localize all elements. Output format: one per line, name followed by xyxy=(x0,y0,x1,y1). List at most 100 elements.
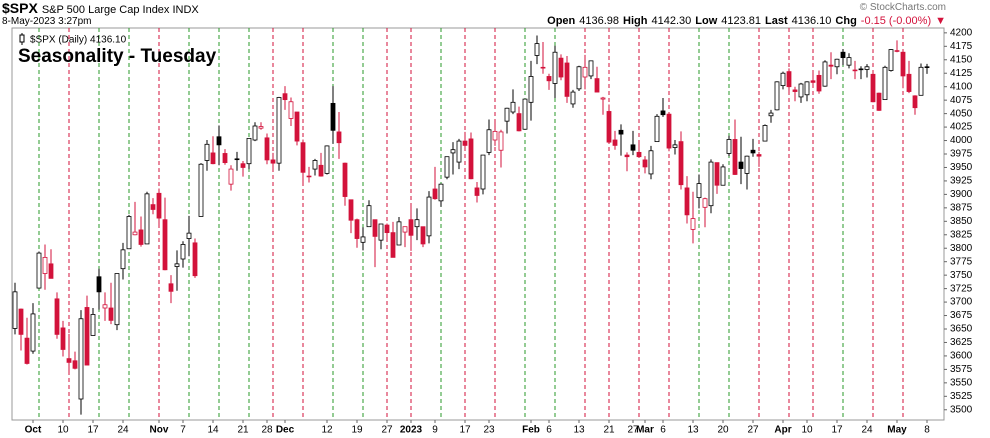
x-tick-label: May xyxy=(887,425,907,436)
candle-body xyxy=(726,139,732,154)
y-tick-label: 3800 xyxy=(950,243,973,254)
y-tick-label: 4200 xyxy=(950,27,973,38)
x-tick-label: 27 xyxy=(381,425,393,436)
candle-body xyxy=(762,125,768,142)
candle-body xyxy=(480,154,486,190)
candle-body xyxy=(906,73,912,92)
y-tick-label: 3825 xyxy=(950,229,973,240)
x-tick-label: 23 xyxy=(483,425,495,436)
candle-body xyxy=(222,153,228,164)
candle-body xyxy=(618,129,624,135)
plot-frame xyxy=(11,27,945,421)
candle-body xyxy=(780,72,786,87)
candle-body xyxy=(642,159,648,168)
candle-body xyxy=(540,66,546,69)
y-tick-label: 3750 xyxy=(950,270,973,281)
x-tick-label: 17 xyxy=(459,425,471,436)
candle-body xyxy=(294,111,300,142)
candle-body xyxy=(810,80,816,83)
x-tick-label: 7 xyxy=(180,425,186,436)
candle-body xyxy=(696,183,702,199)
candle-body xyxy=(204,143,210,161)
candle-body xyxy=(240,163,246,168)
candle-body xyxy=(108,307,114,321)
candle-body xyxy=(594,78,600,93)
candle-body xyxy=(738,161,744,169)
candle-body xyxy=(234,158,240,161)
candle-body xyxy=(648,150,654,175)
candle-body xyxy=(522,98,528,130)
y-tick-label: 3700 xyxy=(950,297,973,308)
y-tick-label: 3650 xyxy=(950,324,973,335)
candle-body xyxy=(498,131,504,151)
candle-body xyxy=(756,154,762,157)
candle-body xyxy=(396,221,402,246)
symbol-name: S&P 500 Large Cap Index INDX xyxy=(41,4,199,16)
candle-body xyxy=(492,130,498,141)
candle-body xyxy=(630,144,636,151)
candle-body xyxy=(354,219,360,239)
candle-body xyxy=(606,111,612,143)
candle-body xyxy=(162,219,168,271)
candle-body xyxy=(420,226,426,245)
y-tick-label: 3875 xyxy=(950,202,973,213)
y-tick-label: 3675 xyxy=(950,310,973,321)
candle-body xyxy=(438,183,444,202)
candle-body xyxy=(558,57,564,78)
quote-label: High xyxy=(623,15,648,27)
candle-body xyxy=(276,97,282,164)
candle-body xyxy=(378,223,384,241)
x-tick-label: 10 xyxy=(57,425,69,436)
candle-body xyxy=(372,219,378,237)
y-tick-label: 3925 xyxy=(950,176,973,187)
candle-body xyxy=(684,187,690,216)
candle-body xyxy=(744,155,750,174)
candle-body xyxy=(360,236,366,243)
x-tick-label: 20 xyxy=(717,425,729,436)
candle-body xyxy=(816,74,822,92)
candle-body xyxy=(228,168,234,185)
legend-icon xyxy=(19,34,25,43)
candle-body xyxy=(168,283,174,292)
candle-body xyxy=(138,229,144,245)
date: 8-May-2023 3:27pm xyxy=(2,16,92,27)
candle-body xyxy=(90,314,96,336)
candle-body xyxy=(798,83,804,98)
candle-body xyxy=(348,199,354,221)
candle-body xyxy=(54,298,60,335)
candle-body xyxy=(252,125,258,141)
candle-body xyxy=(12,291,18,329)
candle-body xyxy=(180,244,186,260)
candle-body xyxy=(270,159,276,164)
candle-body xyxy=(528,76,534,103)
candle-body xyxy=(210,152,216,165)
candle-body xyxy=(822,61,828,87)
candle-body xyxy=(840,51,846,59)
x-tick-label: Nov xyxy=(150,425,169,436)
candle-body xyxy=(792,89,798,92)
x-tick-label: 13 xyxy=(687,425,699,436)
candle-body xyxy=(636,151,642,158)
y-tick-label: 4050 xyxy=(950,108,973,119)
candle-body xyxy=(36,252,42,289)
y-tick-label: 3850 xyxy=(950,216,973,227)
x-tick-label: Oct xyxy=(25,425,42,436)
quote-value: 4142.30 xyxy=(651,15,692,27)
y-tick-label: 4150 xyxy=(950,54,973,65)
candle-body xyxy=(708,161,714,207)
candle-body xyxy=(264,137,270,161)
quote-value: 4136.98 xyxy=(579,15,620,27)
candle-body xyxy=(330,102,336,131)
legend-entry: $SPX (Daily) 4136.10 xyxy=(30,35,127,46)
candle-body xyxy=(660,110,666,116)
x-tick-label: Apr xyxy=(774,425,791,436)
x-tick-label: 27 xyxy=(627,425,639,436)
candle-body xyxy=(78,318,84,400)
candle-body xyxy=(246,137,252,165)
candle-body xyxy=(924,66,930,68)
candle-body xyxy=(576,66,582,90)
candle-body xyxy=(612,139,618,146)
candle-body xyxy=(312,160,318,170)
candle-body xyxy=(516,113,522,132)
candle-body xyxy=(888,49,894,71)
